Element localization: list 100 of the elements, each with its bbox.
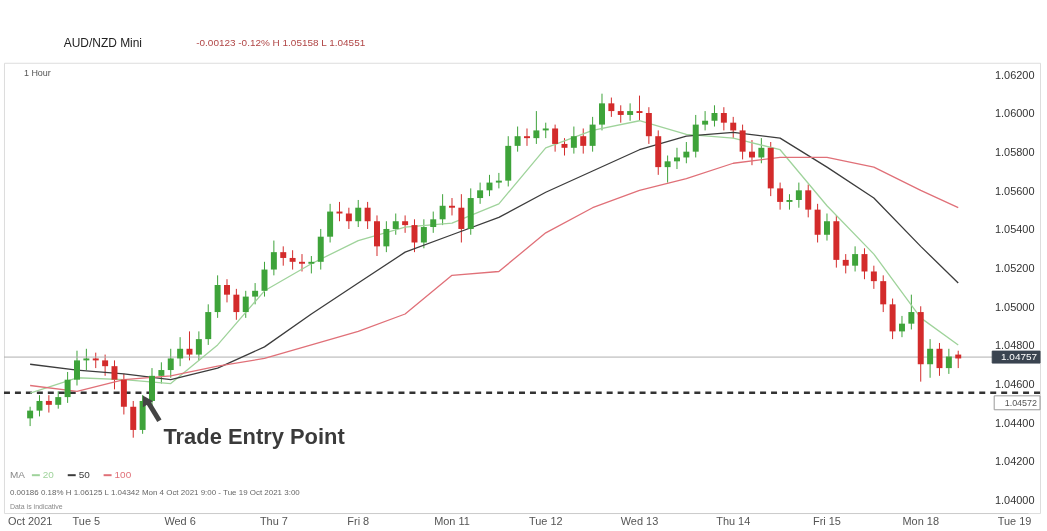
candlestick [823, 213, 830, 242]
candlestick [233, 288, 240, 321]
candlestick [870, 265, 877, 290]
candlestick [739, 124, 746, 160]
candlestick [177, 336, 184, 367]
candlestick [805, 184, 812, 218]
candlestick [477, 182, 484, 205]
candlestick [777, 182, 784, 211]
candlestick [224, 278, 230, 303]
candlestick [702, 110, 709, 131]
y-tick-label: 1.05800 [995, 146, 1035, 159]
y-tick-label: 1.04600 [995, 377, 1035, 390]
y-tick-label: 1.04000 [995, 493, 1035, 506]
candlestick [514, 126, 521, 153]
candlestick [730, 116, 737, 139]
candlestick [345, 207, 352, 230]
candlestick [355, 199, 362, 228]
candlestick [289, 249, 296, 271]
candlestick [411, 218, 418, 253]
x-tick-label: Oct 2021 [7, 514, 53, 527]
candlestick [570, 126, 577, 155]
candlestick [195, 330, 202, 361]
legend-label: 20 [42, 469, 55, 481]
annotation: 0.00186 0.18% H 1.06125 L 1.04342 Mon 4 Oct 2021 9:00 - Tue 19 Oct 2021 3:00 [9, 488, 301, 498]
y-tick-label: 1.04200 [995, 455, 1035, 468]
candlestick [936, 342, 943, 377]
candlestick [158, 361, 165, 385]
annotation: Trade Entry Point [163, 423, 346, 449]
candlestick [439, 193, 446, 226]
candlestick [392, 213, 399, 236]
candlestick [364, 201, 371, 230]
candlestick [495, 172, 502, 189]
candlestick [27, 406, 34, 427]
chart-subtitle: -0.00123 -0.12% H 1.05158 L 1.04551 [196, 36, 366, 48]
y-tick-label: 1.06000 [995, 107, 1035, 120]
candlestick [458, 193, 465, 243]
x-tick-label: Mon 18 [902, 514, 939, 527]
ref-line-label: 1.04572 [1004, 397, 1038, 408]
chart-title: AUD/NZD Mini [63, 35, 143, 50]
x-tick-label: Thu 7 [259, 514, 288, 527]
y-tick-label: 1.05000 [995, 300, 1035, 313]
candlestick [758, 137, 765, 164]
x-tick-label: Mon 11 [434, 514, 470, 527]
candlestick [908, 294, 915, 330]
legend-label: 50 [78, 469, 91, 481]
candlestick [927, 338, 934, 379]
x-tick-label: Thu 14 [716, 514, 751, 527]
candlestick [861, 247, 868, 280]
candlestick [795, 182, 802, 209]
candlestick [627, 102, 634, 122]
candlestick [83, 348, 90, 371]
x-tick-label: Wed 13 [620, 514, 659, 527]
candlestick [720, 106, 727, 131]
x-tick-label: Tue 19 [997, 514, 1032, 527]
candlestick [74, 350, 80, 386]
candlestick [880, 274, 887, 313]
x-tick-label: Fri 8 [347, 514, 370, 527]
candlestick [486, 174, 493, 197]
candlestick [589, 116, 596, 153]
candlestick [242, 290, 249, 319]
x-tick-label: Fri 15 [813, 514, 841, 527]
candlestick [280, 245, 287, 267]
candlestick [664, 155, 671, 184]
candlestick [552, 124, 559, 153]
candlestick [636, 95, 643, 122]
y-tick-label: 1.05400 [995, 223, 1035, 236]
legend-label: 100 [114, 469, 132, 481]
candlestick [449, 197, 455, 216]
candlestick [711, 104, 718, 128]
candlestick [270, 240, 277, 276]
y-tick-label: 1.05600 [995, 184, 1035, 197]
candlestick [252, 282, 259, 305]
candlestick [842, 253, 849, 274]
candlestick [786, 193, 793, 211]
y-tick-label: 1.04400 [995, 416, 1035, 429]
y-tick-label: 1.05200 [995, 261, 1035, 274]
candlestick [130, 400, 137, 439]
candlestick [599, 93, 605, 131]
candlestick [45, 394, 52, 414]
y-tick-label: 1.06200 [995, 68, 1035, 81]
candlestick [64, 371, 71, 404]
candlestick [580, 127, 587, 155]
candlestick [420, 218, 427, 249]
ref-line-label: 1.04757 [1001, 351, 1038, 363]
candlestick [524, 127, 530, 147]
candlestick [533, 110, 540, 145]
candlestick [102, 354, 109, 377]
x-tick-label: Tue 12 [528, 514, 563, 527]
candlestick [430, 211, 437, 234]
candlestick [167, 348, 174, 379]
candlestick [299, 253, 305, 272]
candlestick [402, 214, 409, 234]
x-tick-label: Wed 6 [164, 514, 196, 527]
candlestick [608, 97, 615, 118]
candlestick [852, 245, 859, 272]
annotation: 1 Hour [23, 67, 51, 78]
candlestick [645, 106, 652, 145]
candlestick [674, 147, 680, 170]
candlestick [898, 315, 905, 338]
candlestick [945, 348, 952, 375]
